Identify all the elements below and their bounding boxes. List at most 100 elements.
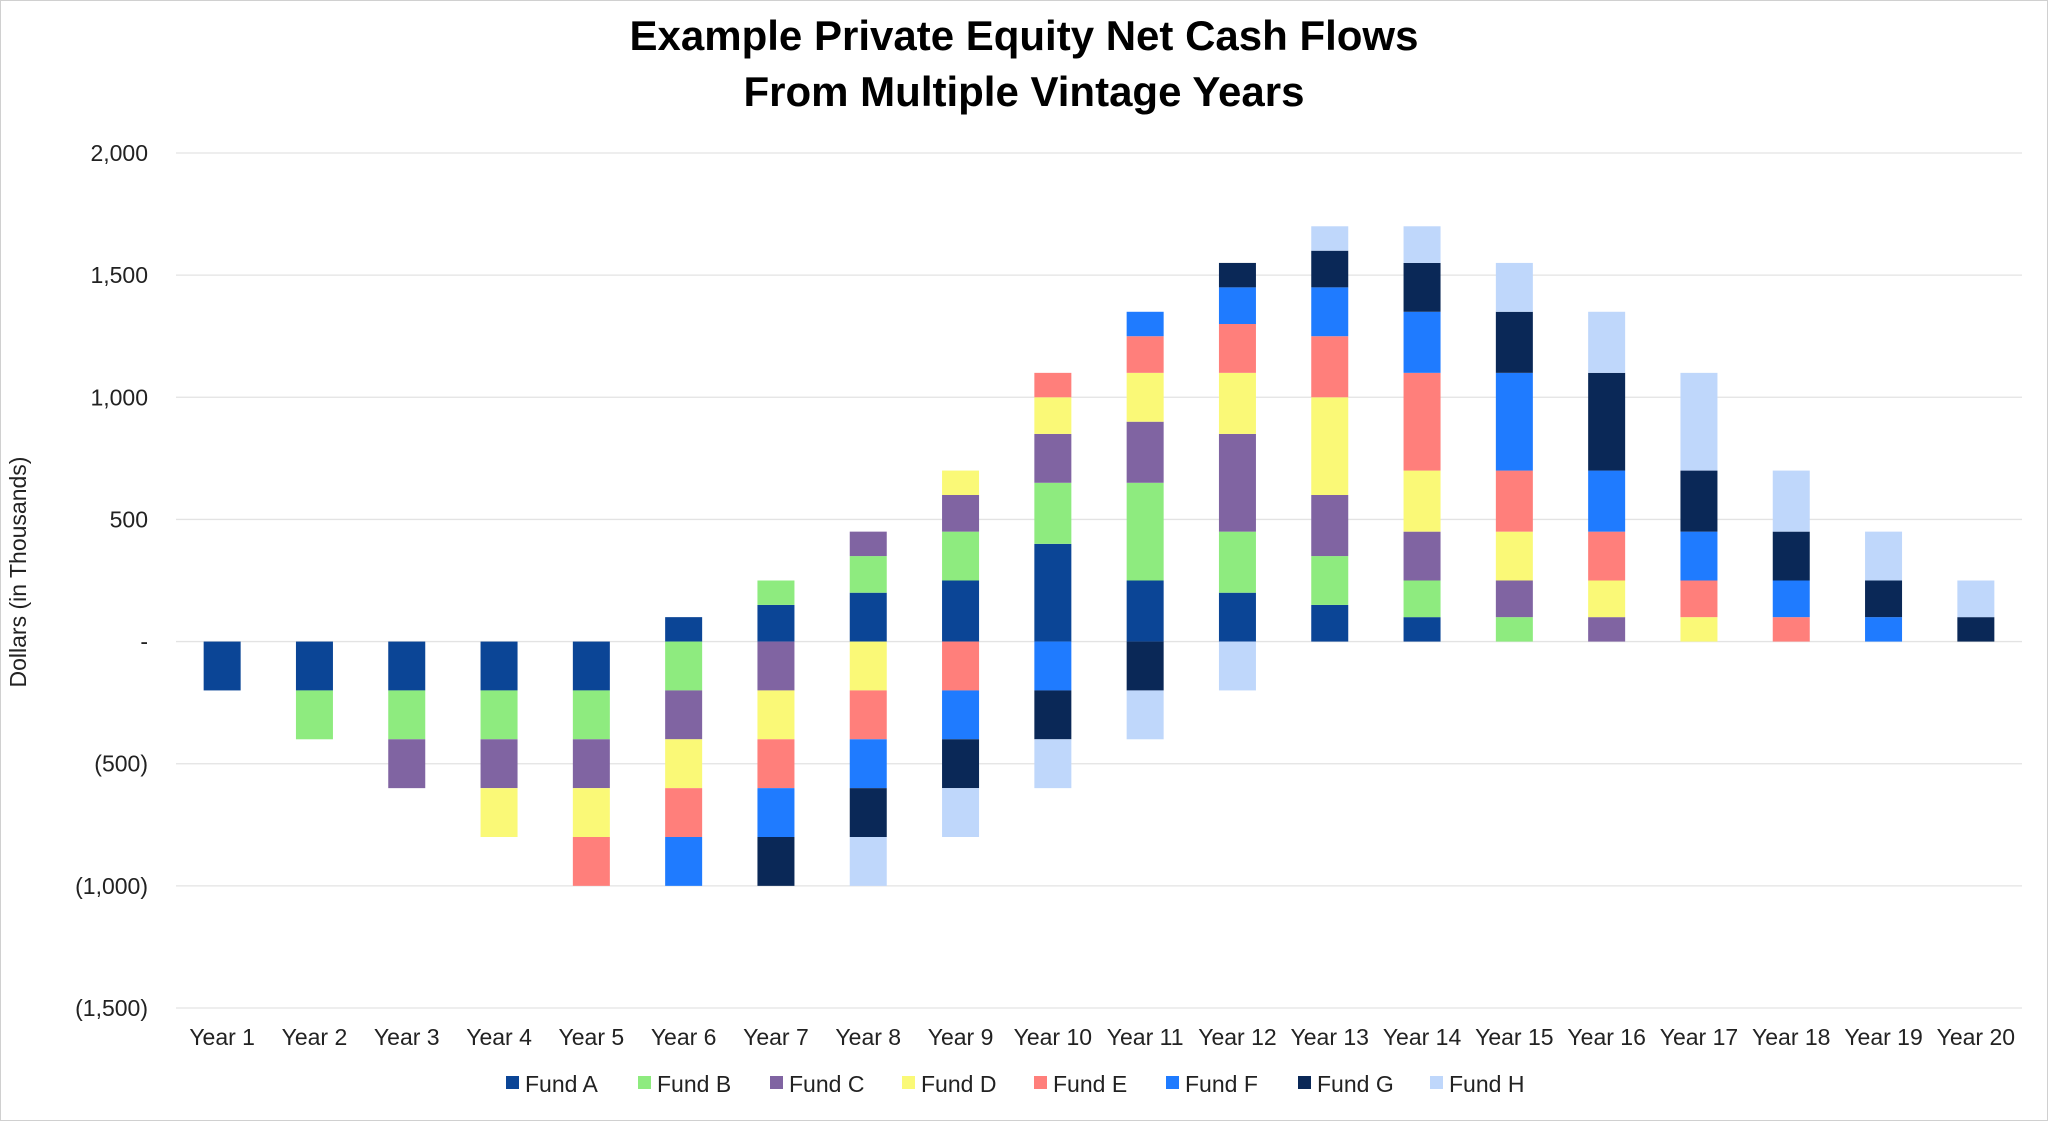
bar-fund-f [1218,287,1256,324]
bar-fund-f [757,788,795,837]
bar-fund-e [572,837,610,886]
bar-fund-b [1218,531,1256,593]
legend: Fund A Fund B Fund C Fund D Fund E Fund F Fund… [506,1071,1524,1097]
y-tick-label: (1,000) [75,873,148,899]
bar-fund-d [1680,617,1718,642]
bar-fund-a [1403,617,1441,642]
bar-fund-b [1311,556,1349,605]
bar-fund-d [1218,372,1256,434]
x-tick-label: Year 13 [1291,1024,1369,1050]
bar-fund-h [1034,739,1072,789]
bar-fund-f [849,739,887,789]
bar-fund-a [572,641,610,691]
bar-fund-d [1403,470,1441,532]
bar-fund-b [388,690,426,740]
bar-fund-f [1126,311,1164,337]
legend-swatch [1034,1076,1047,1089]
bar-fund-g [849,788,887,837]
bar-fund-c [1311,495,1349,557]
bar-fund-f [942,690,980,740]
x-tick-label: Year 3 [374,1024,440,1050]
bar-fund-a [388,641,426,691]
bar-fund-e [1034,372,1072,398]
bar-fund-b [849,556,887,593]
bar-fund-h [1126,690,1164,740]
bar-fund-d [572,788,610,837]
bar-fund-c [1034,433,1072,483]
bar-fund-c [1588,617,1626,642]
legend-swatch [506,1076,519,1089]
bar-fund-e [665,788,703,837]
bar-fund-h [1403,226,1441,263]
legend-swatch [1298,1076,1311,1089]
bar-fund-a [757,604,795,642]
bar-fund-e [1403,372,1441,471]
bar-fund-e [757,739,795,789]
bar-fund-g [1218,262,1256,288]
bar-fund-f [1588,470,1626,532]
bar-fund-f [1772,580,1810,618]
x-tick-label: Year 18 [1752,1024,1830,1050]
bar-fund-a [1218,592,1256,642]
y-axis-label: Dollars (in Thousands) [5,457,31,688]
bar-fund-e [1126,336,1164,373]
legend-label: Fund A [525,1071,599,1097]
bar-fund-b [1034,482,1072,544]
bar-fund-d [480,788,518,837]
bar-fund-f [1403,311,1441,373]
bar-fund-g [1588,372,1626,471]
bar-fund-c [388,739,426,789]
bar-fund-e [1311,336,1349,398]
bar-fund-c [757,641,795,691]
chart-title-line-1: Example Private Equity Net Cash Flows [629,12,1419,59]
legend-swatch [770,1076,783,1089]
bars [203,226,1995,886]
bar-fund-g [1034,690,1072,740]
x-tick-label: Year 20 [1937,1024,2015,1050]
bar-fund-a [849,592,887,642]
bar-fund-e [849,690,887,740]
bar-fund-h [1495,262,1533,312]
x-tick-label: Year 19 [1844,1024,1922,1050]
bar-fund-b [1495,617,1533,642]
x-tick-label: Year 15 [1475,1024,1553,1050]
bar-fund-b [572,690,610,740]
legend-swatch [1166,1076,1179,1089]
x-tick-label: Year 4 [466,1024,532,1050]
x-tick-label: Year 5 [559,1024,625,1050]
bar-fund-h [849,837,887,886]
bar-fund-d [757,690,795,740]
bar-fund-f [1865,617,1903,642]
chart-title: Example Private Equity Net Cash Flows Fr… [0,8,2048,120]
legend-label: Fund B [657,1071,731,1097]
y-tick-label: (500) [94,751,148,777]
bar-fund-h [1588,311,1626,373]
bar-fund-c [480,739,518,789]
bar-fund-c [1126,421,1164,483]
bar-fund-d [1126,372,1164,422]
bar-fund-c [849,531,887,557]
y-tick-label: 500 [110,506,148,532]
x-tick-label: Year 6 [651,1024,717,1050]
bar-fund-d [1034,397,1072,434]
x-tick-label: Year 10 [1014,1024,1092,1050]
y-tick-label: - [140,629,148,655]
bar-fund-b [665,641,703,691]
y-tick-label: 2,000 [90,140,148,166]
bar-fund-g [1957,617,1995,642]
bar-fund-a [1126,580,1164,642]
bar-fund-h [1865,531,1903,581]
bar-fund-c [1403,531,1441,581]
bar-fund-a [1311,604,1349,642]
bar-fund-h [1957,580,1995,618]
bar-fund-g [1126,641,1164,691]
bar-fund-c [1495,580,1533,618]
legend-label: Fund C [789,1071,864,1097]
x-tick-label: Year 2 [282,1024,348,1050]
bar-fund-f [1311,287,1349,337]
y-tick-label: 1,500 [90,262,148,288]
bar-fund-d [1495,531,1533,581]
bar-fund-e [1588,531,1626,581]
bar-fund-f [665,837,703,886]
bar-fund-d [1588,580,1626,618]
